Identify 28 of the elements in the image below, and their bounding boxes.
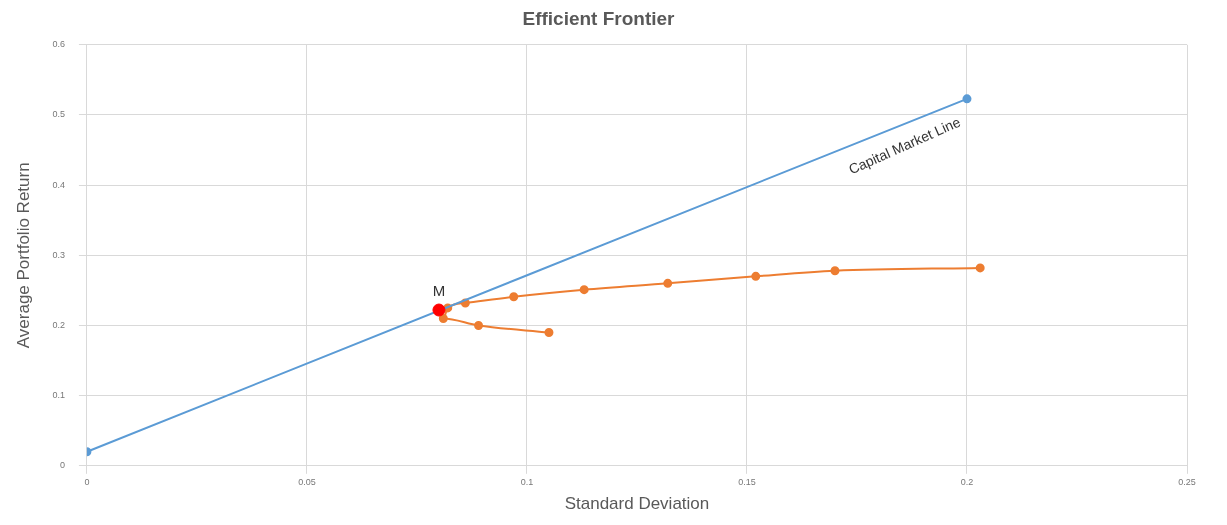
point bbox=[509, 292, 519, 302]
point bbox=[579, 285, 589, 295]
point bbox=[975, 263, 985, 273]
annotation: M bbox=[432, 282, 446, 300]
y-tick-label: 0.3 bbox=[52, 249, 65, 260]
point bbox=[474, 320, 484, 330]
x-axis-title: Standard Deviation bbox=[564, 494, 710, 514]
y-tick-label: 0.4 bbox=[52, 179, 65, 190]
y-tick-label: 0.2 bbox=[52, 319, 65, 330]
y-tick-label: 0.1 bbox=[52, 390, 65, 401]
y-tick-label: 0.5 bbox=[52, 109, 65, 120]
x-tick-label: 0 bbox=[84, 476, 90, 487]
x-tick-label: 0.2 bbox=[960, 476, 974, 487]
x-tick-label: 0.15 bbox=[738, 476, 756, 487]
y-tick-label: 0.6 bbox=[52, 39, 65, 50]
point bbox=[830, 266, 840, 276]
point bbox=[962, 94, 972, 104]
x-tick-label: 0.1 bbox=[520, 476, 534, 487]
chart-title: Efficient Frontier bbox=[522, 7, 676, 29]
x-tick-label: 0.25 bbox=[1178, 476, 1196, 487]
point bbox=[663, 278, 673, 288]
point bbox=[432, 303, 446, 317]
point bbox=[544, 327, 554, 337]
y-tick-label: 0 bbox=[59, 460, 65, 471]
point bbox=[438, 313, 448, 323]
x-tick-label: 0.05 bbox=[298, 476, 316, 487]
point bbox=[751, 271, 761, 281]
y-axis-title: Average Portfolio Return bbox=[13, 162, 33, 349]
